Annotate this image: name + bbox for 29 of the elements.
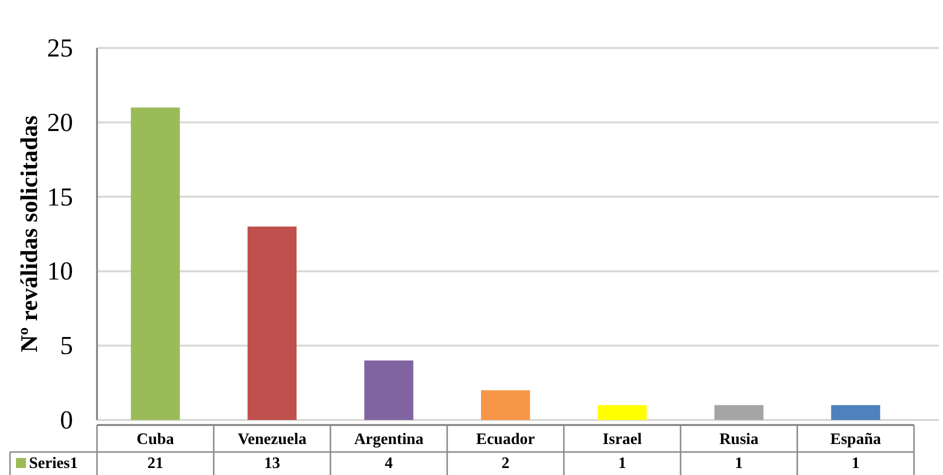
data-label: 4	[384, 455, 393, 472]
y-tick-label: 25	[47, 34, 73, 62]
y-tick-label: 0	[60, 406, 73, 434]
data-label: 1	[852, 455, 860, 472]
data-label: 13	[264, 455, 280, 472]
x-tick-label: Israel	[602, 431, 642, 448]
data-label: 1	[618, 455, 626, 472]
legend-label: Series1	[29, 455, 78, 472]
x-tick-label: España	[830, 431, 881, 448]
y-tick-label: 10	[47, 256, 73, 286]
bar	[480, 390, 530, 420]
x-tick-label: Venezuela	[238, 431, 306, 448]
bar	[248, 226, 297, 420]
bar	[831, 405, 880, 420]
bar	[598, 405, 647, 420]
x-tick-label: Rusia	[719, 431, 758, 448]
data-label: 1	[734, 455, 743, 472]
data-label: 21	[147, 455, 164, 472]
y-tick-label: 20	[47, 108, 73, 137]
bar	[364, 360, 414, 420]
bar	[714, 405, 764, 420]
bar	[130, 108, 180, 420]
x-tick-label: Ecuador	[476, 431, 535, 448]
y-tick-label: 15	[47, 182, 73, 212]
x-tick-label: Cuba	[136, 431, 174, 448]
y-axis-title: Nº reválidas solicitadas	[17, 116, 43, 352]
y-tick-label: 5	[60, 331, 73, 360]
x-tick-label: Argentina	[354, 431, 424, 448]
data-label: 2	[502, 455, 510, 472]
